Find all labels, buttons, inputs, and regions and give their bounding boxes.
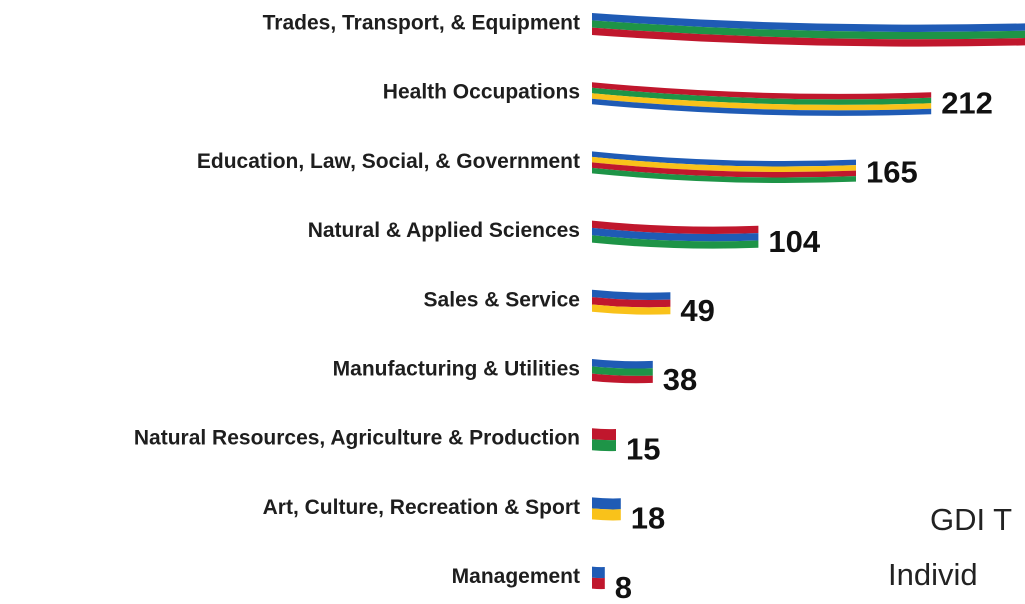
- ribbon-stripe: [592, 235, 759, 249]
- ribbon-stripe: [592, 566, 605, 579]
- ribbon-stripe: [592, 98, 932, 116]
- ribbon-bar: [592, 497, 621, 521]
- value-label: 8: [615, 570, 632, 604]
- category-label: Natural Resources, Agriculture & Product…: [134, 427, 580, 450]
- ribbon-stripe: [592, 428, 616, 441]
- ribbon-stripe: [592, 304, 671, 315]
- category-label: Manufacturing & Utilities: [333, 358, 580, 381]
- category-label: Health Occupations: [383, 81, 580, 104]
- value-label: 165: [866, 155, 918, 190]
- ribbon-stripe: [592, 82, 932, 100]
- category-label: Trades, Transport, & Equipment: [263, 12, 580, 35]
- ribbon-bar: [592, 220, 759, 249]
- category-label: Management: [452, 565, 580, 588]
- ribbon-stripe: [592, 373, 653, 384]
- value-label: 212: [941, 85, 993, 120]
- annotation: GDI T: [930, 502, 1012, 537]
- ribbon-stripe: [592, 13, 1025, 32]
- ribbon-bar: [592, 428, 616, 452]
- ribbon-stripe: [592, 156, 856, 172]
- ribbon-bar: [592, 566, 605, 590]
- ribbon-stripe: [592, 366, 653, 376]
- ribbon-bar: [592, 359, 653, 384]
- ribbon-stripe: [592, 297, 671, 308]
- category-label: Natural & Applied Sciences: [308, 219, 580, 242]
- ribbon-stripe: [592, 27, 1025, 47]
- ribbon-stripe: [592, 87, 932, 105]
- value-label: 18: [631, 501, 665, 536]
- value-label: 15: [626, 431, 660, 466]
- ribbon-stripe: [592, 439, 616, 452]
- ribbon-bar: [592, 289, 671, 315]
- ribbon-bar: [592, 13, 1025, 47]
- ribbon-stripe: [592, 227, 759, 242]
- value-label: 104: [768, 224, 820, 259]
- ribbon-stripe: [592, 289, 671, 300]
- ribbon-bar: [592, 151, 856, 183]
- ribbon-stripe: [592, 577, 605, 590]
- category-label: Sales & Service: [424, 288, 580, 311]
- ribbon-stripe: [592, 359, 653, 369]
- value-label: 49: [680, 293, 714, 328]
- ribbon-stripe: [592, 162, 856, 178]
- ribbon-stripe: [592, 151, 856, 167]
- ribbon-stripe: [592, 220, 759, 234]
- ribbon-stripe: [592, 497, 621, 510]
- category-label: Education, Law, Social, & Government: [197, 150, 580, 173]
- annotation: Individ: [888, 557, 978, 592]
- value-label: 38: [663, 362, 697, 397]
- ribbon-stripe: [592, 508, 621, 521]
- ribbon-stripe: [592, 93, 932, 111]
- ribbon-stripe: [592, 167, 856, 183]
- ribbon-bar: [592, 82, 932, 116]
- category-label: Art, Culture, Recreation & Sport: [263, 496, 580, 519]
- ribbon-stripe: [592, 20, 1025, 40]
